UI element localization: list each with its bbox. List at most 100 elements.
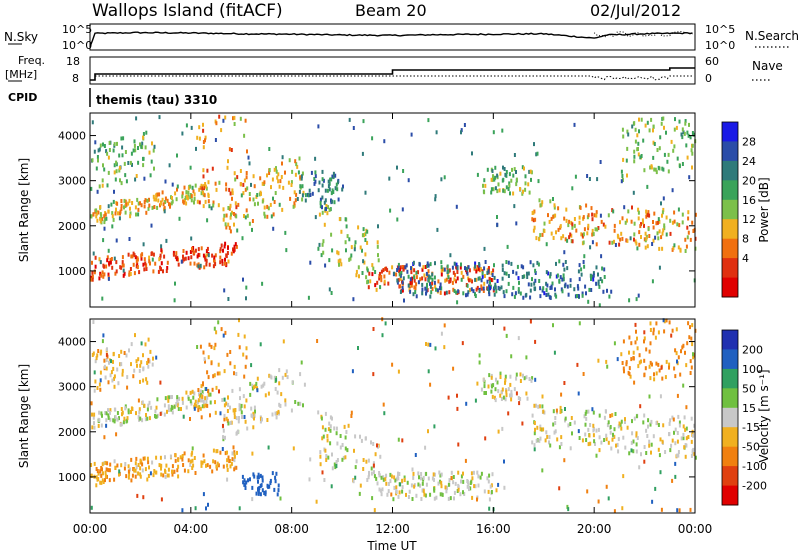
velocity-cell <box>225 416 228 421</box>
velocity-cell <box>499 393 502 398</box>
power-cell <box>448 268 451 273</box>
power-cell <box>520 264 523 269</box>
power-cell <box>376 240 379 245</box>
power-cell <box>172 252 175 257</box>
velocity-cell <box>146 361 149 365</box>
power-cell <box>569 283 572 288</box>
power-cell <box>388 270 391 275</box>
velocity-cell <box>221 398 224 402</box>
power-cell <box>106 183 109 188</box>
velocity-cell <box>257 475 260 480</box>
velocity-cell <box>517 396 520 400</box>
power-cell <box>465 293 467 298</box>
power-cell <box>426 282 428 287</box>
power-cell <box>405 263 408 268</box>
velocity-cell <box>174 453 177 458</box>
velocity-cell <box>327 427 330 432</box>
power-cell <box>129 160 132 165</box>
power-cell <box>229 215 232 220</box>
velocity-cell <box>275 471 278 476</box>
power-cell <box>376 244 379 249</box>
power-cell <box>185 201 188 206</box>
power-cell <box>140 256 143 261</box>
velocity-cell <box>395 489 398 493</box>
x-tick-label: 00:00 <box>73 522 108 536</box>
velocity-cell <box>189 463 192 467</box>
velocity-cell <box>176 403 179 408</box>
power-cell <box>562 262 565 267</box>
velocity-cell <box>382 477 385 482</box>
velocity-cell <box>202 400 205 404</box>
velocity-cell <box>504 374 507 379</box>
velocity-cell <box>385 473 388 478</box>
power-cell <box>349 256 352 261</box>
power-cell <box>509 191 511 196</box>
velocity-cell <box>372 461 375 466</box>
power-cell <box>466 292 469 297</box>
power-cell <box>414 286 417 291</box>
power-cell <box>476 265 479 270</box>
velocity-cell <box>134 461 137 466</box>
velocity-cell <box>490 375 493 380</box>
power-cell <box>515 177 518 182</box>
velocity-cell <box>398 490 401 495</box>
power-cell <box>475 269 478 274</box>
velocity-cell <box>275 377 278 382</box>
power-cell <box>386 268 389 273</box>
velocity-cell <box>229 405 231 410</box>
power-cell <box>251 219 254 223</box>
velocity-cell <box>676 439 679 444</box>
power-cell <box>202 190 204 195</box>
power-cell <box>583 254 586 259</box>
power-cell <box>487 266 490 270</box>
power-cell <box>266 214 269 219</box>
velocity-cell <box>365 459 368 464</box>
power-cell <box>523 166 525 171</box>
power-cell <box>657 217 660 222</box>
power-cell <box>136 257 139 262</box>
power-cell <box>595 210 598 215</box>
velocity-cell <box>321 436 324 441</box>
velocity-cell <box>253 416 255 421</box>
velocity-cell <box>358 491 361 496</box>
velocity-cell <box>335 431 338 436</box>
power-cell <box>214 253 217 258</box>
velocity-cell <box>142 366 145 371</box>
power-cell <box>621 127 624 132</box>
power-cell <box>492 187 495 192</box>
velocity-cell <box>471 476 474 481</box>
power-cell <box>646 120 649 125</box>
power-cell <box>548 219 551 224</box>
power-cell <box>534 217 537 222</box>
power-cell <box>372 266 375 271</box>
power-cell <box>578 215 581 220</box>
power-cell <box>508 183 511 188</box>
velocity-cell <box>525 355 528 360</box>
velocity-cell <box>399 482 402 487</box>
velocity-cell <box>378 471 381 475</box>
power-cell <box>301 184 304 189</box>
velocity-cell <box>246 426 249 431</box>
power-cell <box>397 262 400 267</box>
velocity-cell <box>320 416 323 421</box>
power-cell <box>640 117 643 122</box>
power-cell <box>662 228 665 233</box>
power-cell <box>169 202 172 207</box>
power-cell <box>530 170 533 175</box>
velocity-cell <box>244 482 247 487</box>
power-cell <box>297 170 300 175</box>
power-cell <box>104 212 107 217</box>
power-cell <box>223 244 226 249</box>
freq-panel-frame <box>89 56 696 85</box>
velocity-cell <box>171 469 174 474</box>
power-cell <box>489 280 491 285</box>
velocity-cell <box>193 456 196 460</box>
power-cell <box>411 276 414 281</box>
power-cell <box>119 265 122 270</box>
power-cell <box>646 184 649 189</box>
colorbar-swatch <box>722 141 738 162</box>
velocity-cell <box>212 448 215 453</box>
power-cell <box>220 128 223 133</box>
velocity-cell <box>252 472 255 477</box>
